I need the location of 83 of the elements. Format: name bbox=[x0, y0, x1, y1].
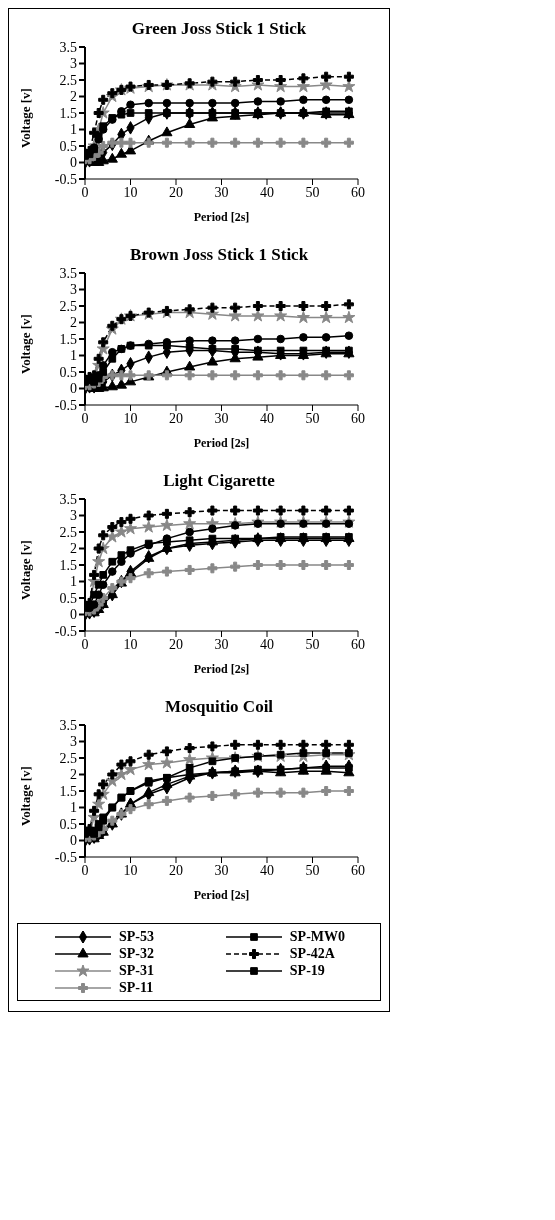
y-tick-label: 0.5 bbox=[59, 816, 77, 832]
y-tick-label: 0.5 bbox=[59, 138, 77, 154]
x-tick-label: 40 bbox=[260, 184, 274, 200]
x-tick-label: 30 bbox=[214, 636, 229, 652]
x-tick-label: 0 bbox=[81, 862, 89, 878]
legend-label: SP-11 bbox=[118, 979, 154, 996]
y-tick-label: 3.5 bbox=[59, 265, 77, 281]
y-axis-title: Voltage [v] bbox=[17, 314, 33, 374]
y-tick-label: 2.5 bbox=[59, 72, 77, 88]
y-tick-label: 0.5 bbox=[59, 590, 77, 606]
y-axis-title: Voltage [v] bbox=[17, 540, 33, 600]
x-tick-label: 20 bbox=[169, 410, 183, 426]
x-tick-label: 10 bbox=[123, 184, 138, 200]
x-axis-title: Period [2s] bbox=[193, 888, 250, 902]
x-tick-label: 30 bbox=[214, 410, 229, 426]
x-tick-label: 20 bbox=[169, 862, 183, 878]
y-tick-label: 1 bbox=[70, 574, 77, 590]
legend-label: SP-19 bbox=[289, 962, 325, 979]
x-axis-title: Period [2s] bbox=[193, 662, 250, 676]
x-tick-label: 20 bbox=[169, 184, 183, 200]
x-tick-label: 60 bbox=[351, 636, 365, 652]
legend-label: SP-53 bbox=[118, 928, 154, 945]
y-tick-label: 3 bbox=[70, 508, 77, 524]
x-tick-label: 60 bbox=[351, 410, 365, 426]
y-tick-label: 3.5 bbox=[59, 39, 77, 55]
x-tick-label: 0 bbox=[81, 184, 89, 200]
y-tick-label: 1 bbox=[70, 122, 77, 138]
y-tick-label: 0 bbox=[70, 381, 77, 397]
legend-label: SP-42A bbox=[289, 945, 335, 962]
y-tick-label: 1.5 bbox=[59, 783, 77, 799]
legend-label: SP-MW0 bbox=[289, 928, 346, 945]
legend-label: SP-32 bbox=[118, 945, 154, 962]
y-tick-label: 0.5 bbox=[59, 364, 77, 380]
y-tick-label: 2 bbox=[70, 315, 77, 331]
y-tick-label: -0.5 bbox=[54, 623, 77, 639]
x-tick-label: 50 bbox=[305, 636, 320, 652]
y-tick-label: -0.5 bbox=[54, 397, 77, 413]
chart-title: Green Joss Stick 1 Stick bbox=[130, 19, 308, 39]
y-tick-label: 3.5 bbox=[59, 717, 77, 733]
x-tick-label: 10 bbox=[123, 862, 138, 878]
y-tick-label: 2.5 bbox=[59, 298, 77, 314]
y-tick-label: 2.5 bbox=[59, 524, 77, 540]
y-tick-label: 1 bbox=[70, 800, 77, 816]
x-tick-label: 10 bbox=[123, 410, 138, 426]
y-tick-label: -0.5 bbox=[54, 849, 77, 865]
chart-title: Light Cigarette bbox=[162, 471, 276, 491]
y-tick-label: 1.5 bbox=[59, 557, 77, 573]
y-tick-label: 1 bbox=[70, 348, 77, 364]
y-tick-label: 2 bbox=[70, 541, 77, 557]
x-tick-label: 50 bbox=[305, 862, 320, 878]
y-tick-label: 1.5 bbox=[59, 105, 77, 121]
x-tick-label: 40 bbox=[260, 862, 274, 878]
y-tick-label: 2.5 bbox=[59, 750, 77, 766]
y-tick-label: 2 bbox=[70, 767, 77, 783]
x-tick-label: 30 bbox=[214, 862, 229, 878]
y-axis-title: Voltage [v] bbox=[17, 88, 33, 148]
y-tick-label: 3 bbox=[70, 56, 77, 72]
y-tick-label: 0 bbox=[70, 607, 77, 623]
legend-label: SP-31 bbox=[118, 962, 154, 979]
x-tick-label: 20 bbox=[169, 636, 183, 652]
x-tick-label: 30 bbox=[214, 184, 229, 200]
x-tick-label: 50 bbox=[305, 184, 320, 200]
y-tick-label: -0.5 bbox=[54, 171, 77, 187]
x-tick-label: 60 bbox=[351, 862, 365, 878]
x-tick-label: 0 bbox=[81, 410, 89, 426]
x-axis-title: Period [2s] bbox=[193, 436, 250, 450]
x-tick-label: 0 bbox=[81, 636, 89, 652]
x-axis-title: Period [2s] bbox=[193, 210, 250, 224]
y-tick-label: 1.5 bbox=[59, 331, 77, 347]
y-tick-label: 3 bbox=[70, 282, 77, 298]
y-tick-label: 0 bbox=[70, 155, 77, 171]
x-tick-label: 40 bbox=[260, 410, 274, 426]
y-axis-title: Voltage [v] bbox=[17, 766, 33, 826]
x-tick-label: 40 bbox=[260, 636, 274, 652]
y-tick-label: 2 bbox=[70, 89, 77, 105]
y-tick-label: 3 bbox=[70, 734, 77, 750]
chart-title: Brown Joss Stick 1 Stick bbox=[128, 245, 310, 265]
x-tick-label: 60 bbox=[351, 184, 365, 200]
y-tick-label: 3.5 bbox=[59, 491, 77, 507]
x-tick-label: 50 bbox=[305, 410, 320, 426]
x-tick-label: 10 bbox=[123, 636, 138, 652]
chart-title: Mosquitio Coil bbox=[163, 697, 275, 717]
y-tick-label: 0 bbox=[70, 833, 77, 849]
